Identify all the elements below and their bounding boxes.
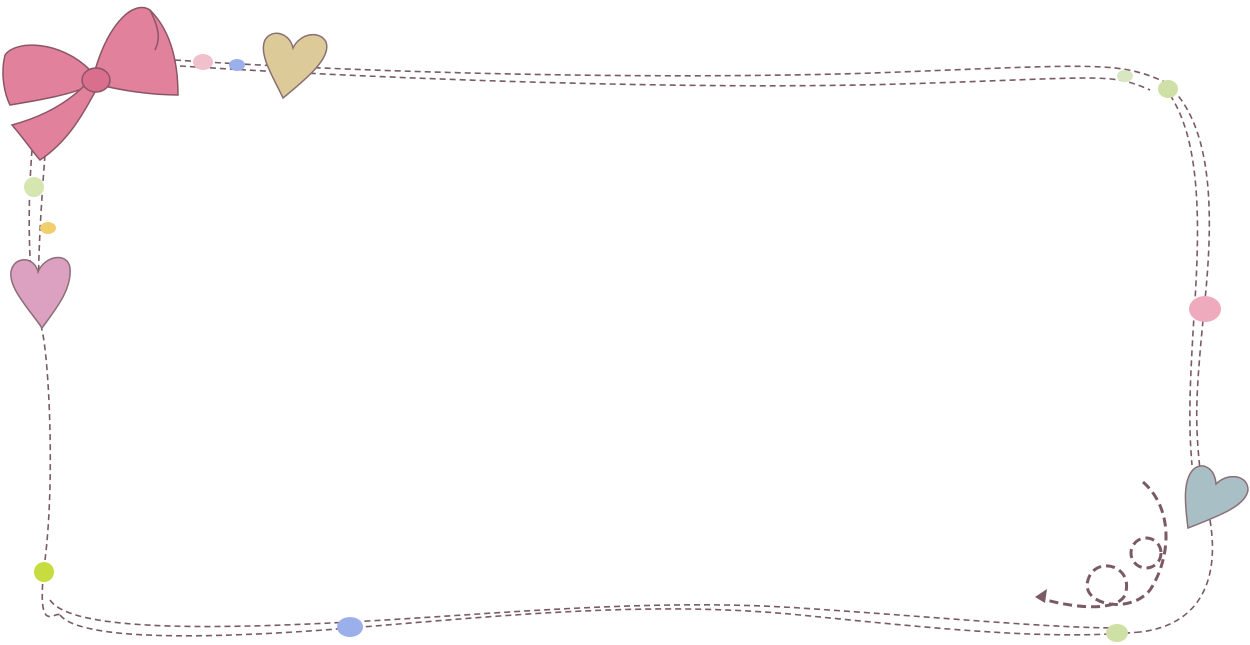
dot — [1158, 80, 1178, 98]
border-right-outer — [1164, 81, 1211, 471]
border-bottom-right — [1139, 519, 1214, 633]
border-top-outer — [174, 59, 1166, 83]
border-bottom-outer — [59, 608, 1141, 637]
bow-icon — [2, 6, 179, 161]
arrow-head — [1035, 589, 1047, 603]
border-left-outer — [37, 154, 61, 618]
dot — [40, 222, 56, 234]
dot — [1189, 296, 1221, 322]
heart-icon — [1184, 465, 1249, 530]
dots — [24, 54, 1221, 642]
heart-icon — [10, 256, 71, 330]
dot — [229, 59, 245, 71]
border-bottom-inner — [49, 599, 1121, 629]
dot — [34, 562, 54, 582]
heart-icon — [262, 32, 328, 100]
dot — [24, 177, 44, 197]
dot — [193, 54, 213, 70]
dashed-border — [28, 59, 1214, 637]
dot — [1106, 624, 1128, 642]
dot — [337, 617, 363, 637]
dot — [1117, 70, 1133, 82]
border-right-inner — [1169, 94, 1199, 466]
border-top-inner — [179, 65, 1151, 91]
swirl-arrow-icon — [1039, 480, 1168, 609]
